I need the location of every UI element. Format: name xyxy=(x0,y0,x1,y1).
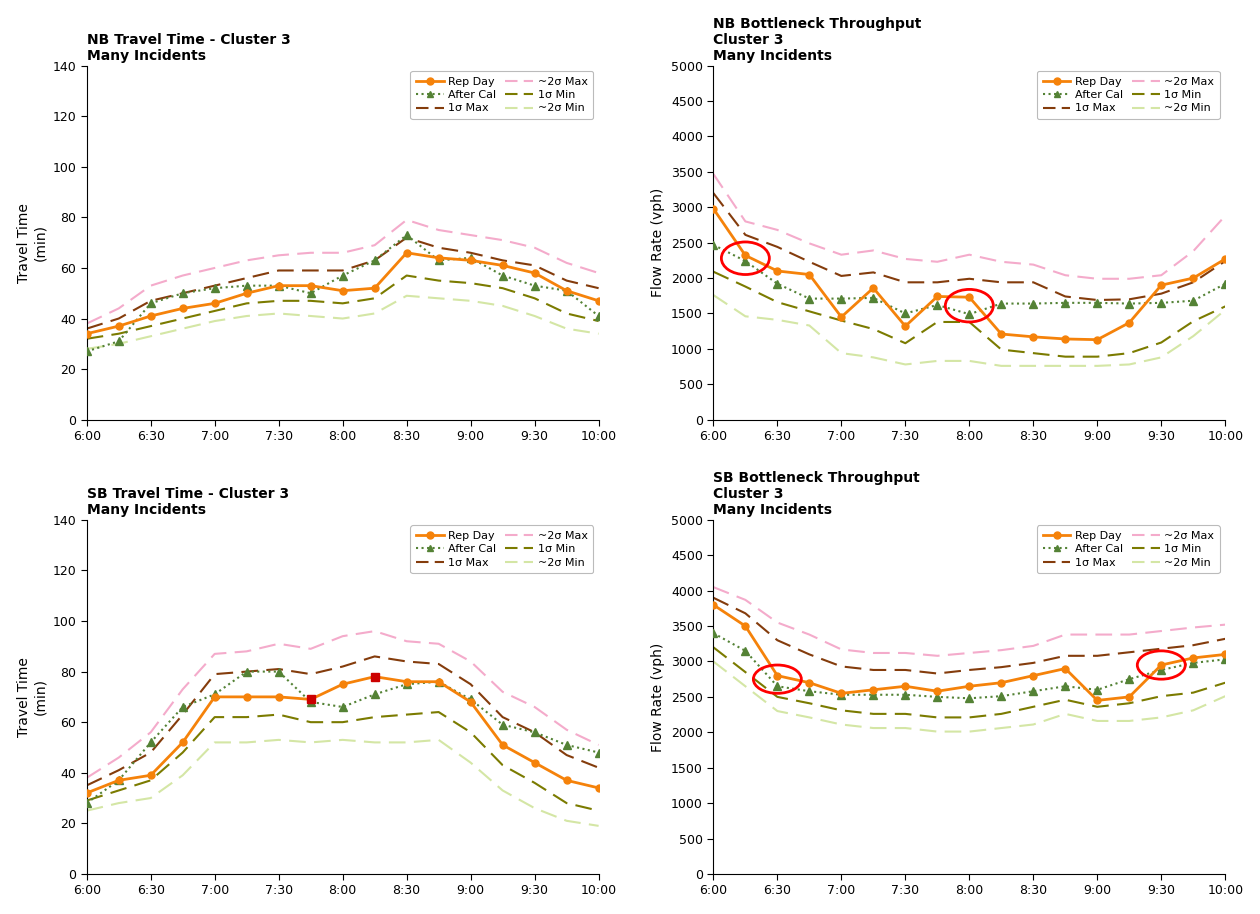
Text: NB Travel Time - Cluster 3
Many Incidents: NB Travel Time - Cluster 3 Many Incident… xyxy=(87,33,291,63)
Y-axis label: Flow Rate (vph): Flow Rate (vph) xyxy=(651,188,665,297)
Y-axis label: Travel Time
(min): Travel Time (min) xyxy=(16,657,47,737)
Legend: Rep Day, After Cal, 1σ Max, ~2σ Max, 1σ Min, ~2σ Min: Rep Day, After Cal, 1σ Max, ~2σ Max, 1σ … xyxy=(1037,526,1220,573)
Legend: Rep Day, After Cal, 1σ Max, ~2σ Max, 1σ Min, ~2σ Min: Rep Day, After Cal, 1σ Max, ~2σ Max, 1σ … xyxy=(1037,71,1220,119)
Y-axis label: Flow Rate (vph): Flow Rate (vph) xyxy=(651,643,665,751)
Text: SB Travel Time - Cluster 3
Many Incidents: SB Travel Time - Cluster 3 Many Incident… xyxy=(87,487,289,517)
Text: SB Bottleneck Throughput
Cluster 3
Many Incidents: SB Bottleneck Throughput Cluster 3 Many … xyxy=(713,471,920,517)
Text: NB Bottleneck Throughput
Cluster 3
Many Incidents: NB Bottleneck Throughput Cluster 3 Many … xyxy=(713,16,922,63)
Legend: Rep Day, After Cal, 1σ Max, ~2σ Max, 1σ Min, ~2σ Min: Rep Day, After Cal, 1σ Max, ~2σ Max, 1σ … xyxy=(411,526,593,573)
Legend: Rep Day, After Cal, 1σ Max, ~2σ Max, 1σ Min, ~2σ Min: Rep Day, After Cal, 1σ Max, ~2σ Max, 1σ … xyxy=(411,71,593,119)
Y-axis label: Travel Time
(min): Travel Time (min) xyxy=(16,203,47,282)
